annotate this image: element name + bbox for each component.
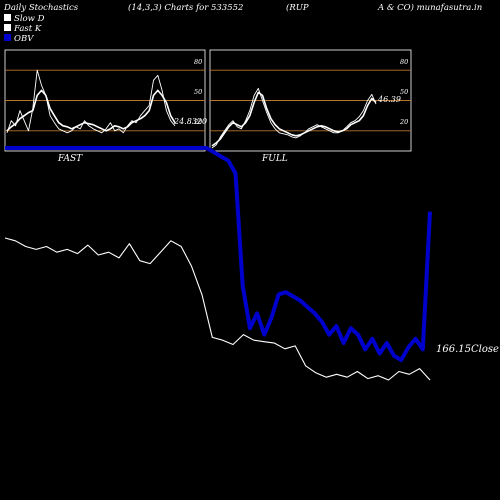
chart-params: (14,3,3) Charts for 533552 <box>128 2 243 13</box>
obv-line <box>5 146 432 362</box>
full-k-value-label: 46.39 <box>377 95 401 104</box>
fast-stochastic-panel: 80 50 20 24.8320 FAST <box>4 49 207 164</box>
chart-title: Daily Stochastics <box>3 3 79 13</box>
full-tick-50: 50 <box>400 88 408 96</box>
full-tick-80: 80 <box>400 58 408 66</box>
chart-exchange: A & CO) munafasutra.in <box>377 2 482 13</box>
legend-fast-k: Fast K <box>13 24 42 34</box>
fast-panel-label: FAST <box>57 154 83 164</box>
fast-series-fast-k <box>6 69 176 134</box>
chart-symbol-name: (RUP <box>286 2 309 13</box>
legend-swatch-obv <box>4 34 11 41</box>
fast-k-value-label: 24.8320 <box>173 117 207 126</box>
full-series-slow-d <box>211 91 377 147</box>
legend-swatch-fast-k <box>4 24 11 31</box>
full-panel-label: FULL <box>261 154 288 164</box>
price-line <box>4 237 431 381</box>
legend-obv: OBV <box>14 34 34 44</box>
full-stochastic-panel: 80 50 20 46.39 FULL <box>209 49 412 164</box>
full-series-fast-k <box>211 87 377 149</box>
full-tick-20: 20 <box>399 118 408 126</box>
fast-series-slow-d <box>6 89 176 132</box>
close-price-label: 166.15Close <box>436 344 499 355</box>
fast-tick-50: 50 <box>194 88 202 96</box>
legend-swatch-slow-d <box>4 14 11 21</box>
fast-tick-80: 80 <box>194 58 202 66</box>
legend-slow-d: Slow D <box>14 14 45 24</box>
fast-tick-20: 20 <box>193 118 202 126</box>
main-price-obv-panel <box>4 146 432 381</box>
